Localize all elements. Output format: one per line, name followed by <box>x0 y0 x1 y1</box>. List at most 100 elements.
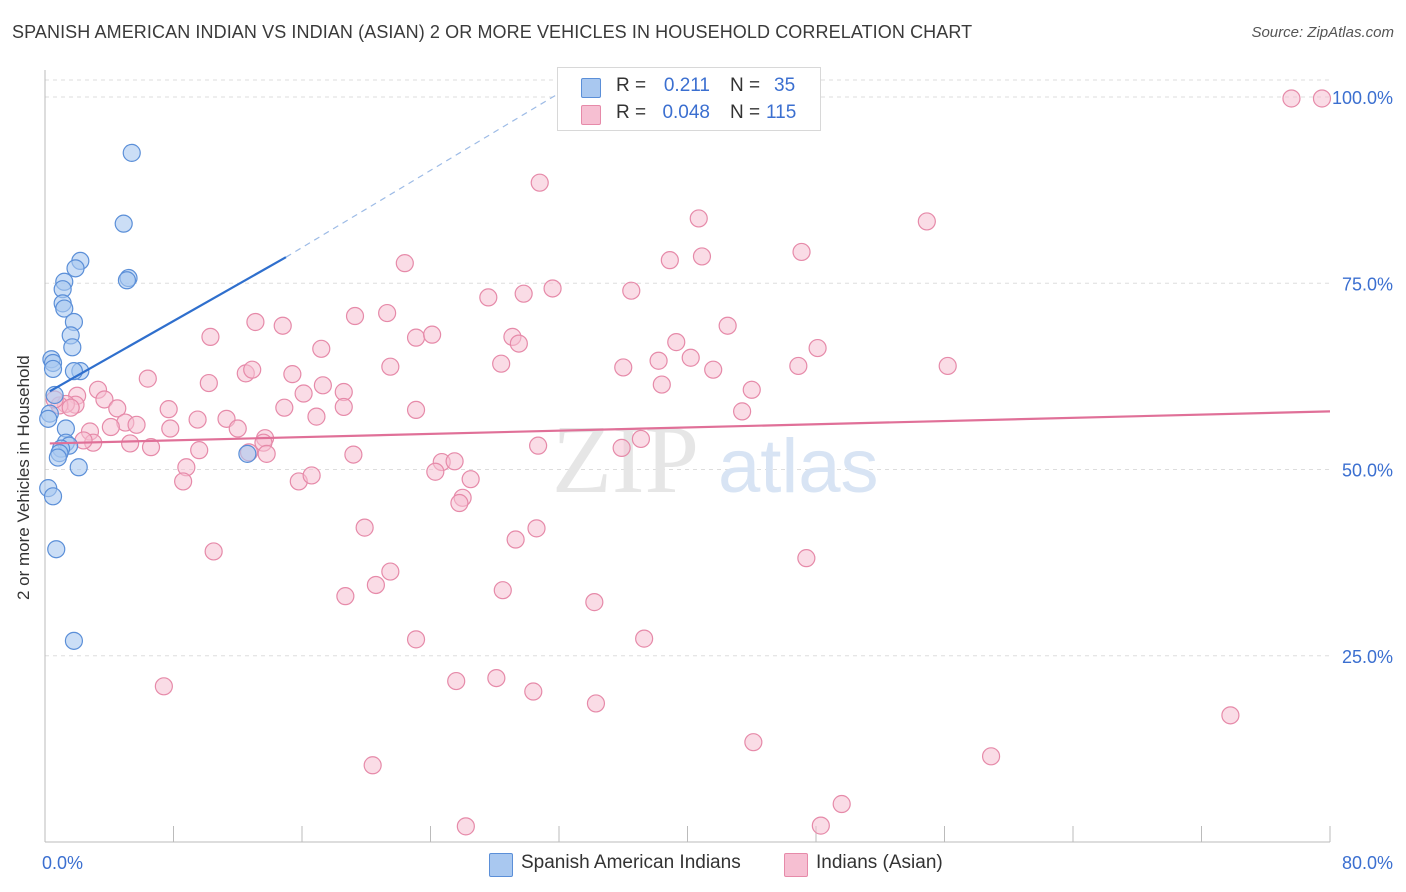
indians-asian-point <box>981 747 1001 766</box>
indians-asian-point <box>344 445 363 464</box>
indians-asian-point <box>313 376 332 395</box>
n-value: 35 <box>774 75 796 96</box>
chart-title: SPANISH AMERICAN INDIAN VS INDIAN (ASIAN… <box>12 22 973 42</box>
spanish-american-indians-point <box>64 631 84 650</box>
indians-asian-point <box>493 581 512 600</box>
spanish-american-indians-point <box>39 409 58 428</box>
spanish-american-indians-point <box>117 271 137 290</box>
indians-asian-point <box>121 434 140 453</box>
indians-asian-point <box>832 794 851 814</box>
grid-layer <box>45 79 1330 657</box>
spanish-american-indians-points <box>39 143 257 650</box>
indians-asian-point <box>61 398 80 417</box>
indians-asian-point <box>355 518 374 537</box>
indians-asian-point <box>585 593 604 612</box>
indians-asian-point <box>622 281 641 300</box>
indians-asian-point <box>660 251 679 270</box>
indians-asian-point <box>527 519 546 538</box>
indians-asian-point <box>174 472 193 491</box>
indians-asian-point <box>586 694 606 713</box>
spanish-american-indians-point <box>69 458 88 477</box>
indians-asian-point <box>204 542 223 561</box>
spanish-american-indians-point <box>55 299 74 318</box>
indians-asian-point <box>718 316 737 335</box>
indians-asian-point <box>649 351 668 370</box>
indians-asian-point <box>692 247 712 266</box>
trend-lines <box>49 92 1331 445</box>
indians-asian-point <box>294 384 313 403</box>
indians-asian-point <box>530 173 549 192</box>
spanish-american-indians-point <box>238 444 257 463</box>
indians-asian-point <box>201 327 220 346</box>
indians-asian-point <box>381 357 400 376</box>
spanish-american-indians-point <box>43 359 63 379</box>
indians-asian-point <box>406 400 426 419</box>
indians-asian-point <box>456 817 475 836</box>
indians-asian-points <box>45 89 1332 836</box>
indians-asian-point <box>1282 89 1301 108</box>
indians-asian-point <box>524 682 543 701</box>
indians-asian-point <box>275 398 294 417</box>
indians-asian-point <box>378 303 397 323</box>
indians-asian-point <box>395 254 414 273</box>
indians-asian-point <box>101 417 120 437</box>
spanish-american-indians-point <box>122 143 141 162</box>
indians-asian-point <box>345 306 365 326</box>
indians-asian-point <box>108 399 127 418</box>
indians-asian-point <box>811 816 830 835</box>
r-value: 0.048 <box>662 102 710 123</box>
indians-asian-point <box>228 419 247 438</box>
indians-asian-point <box>614 358 633 377</box>
indians-asian-point <box>631 429 651 449</box>
y-tick-label: 100.0% <box>1332 88 1393 108</box>
indians-asian-point <box>336 587 355 606</box>
legend-label: Indians (Asian) <box>816 852 943 873</box>
indians-asian-point <box>95 390 114 409</box>
y-tick-label: 50.0% <box>1342 461 1393 481</box>
r-label: R = <box>616 75 647 96</box>
indians-asian-point <box>334 397 353 417</box>
indians-asian-point <box>1221 706 1240 725</box>
indians-asian-point <box>138 369 157 388</box>
indians-asian-point <box>917 212 936 231</box>
pink-trend-line <box>49 410 1331 445</box>
indians-asian-point <box>426 462 445 481</box>
blue-swatch-icon <box>489 853 513 877</box>
indians-asian-point <box>514 284 533 303</box>
indians-asian-point <box>188 410 207 429</box>
indians-asian-point <box>190 441 209 460</box>
indians-asian-point <box>938 356 957 376</box>
indians-asian-point <box>243 360 262 379</box>
x-tick-label: 80.0% <box>1342 853 1393 873</box>
indians-asian-point <box>492 354 511 373</box>
indians-asian-point <box>246 312 265 332</box>
indians-asian-point <box>789 356 808 376</box>
indians-asian-point <box>283 365 302 384</box>
blue-swatch-icon <box>581 78 601 98</box>
indians-asian-point <box>445 452 464 471</box>
y-axis-label: 2 or more Vehicles in Household <box>14 355 33 600</box>
indians-asian-point <box>543 279 562 298</box>
indians-asian-point <box>792 242 811 262</box>
spanish-american-indians-point <box>63 338 82 357</box>
watermark-atlas: atlas <box>718 424 879 509</box>
n-label: N = <box>730 75 761 96</box>
pink-swatch-icon <box>581 105 601 125</box>
indians-asian-point <box>742 380 761 399</box>
spanish-american-indians-point <box>48 448 67 467</box>
indians-asian-point <box>257 444 276 463</box>
x-tick-label: 0.0% <box>42 853 83 873</box>
indians-asian-point <box>363 756 382 775</box>
indians-asian-point <box>381 562 400 581</box>
indians-asian-point <box>366 575 385 595</box>
spanish-american-indians-point <box>47 540 66 559</box>
indians-asian-point <box>302 466 321 485</box>
indians-asian-point <box>461 470 480 489</box>
indians-asian-point <box>312 339 331 358</box>
indians-asian-point <box>667 333 686 352</box>
indians-asian-point <box>487 668 506 688</box>
indians-asian-point <box>529 436 548 455</box>
indians-asian-point <box>273 316 292 335</box>
indians-asian-point <box>450 493 469 513</box>
